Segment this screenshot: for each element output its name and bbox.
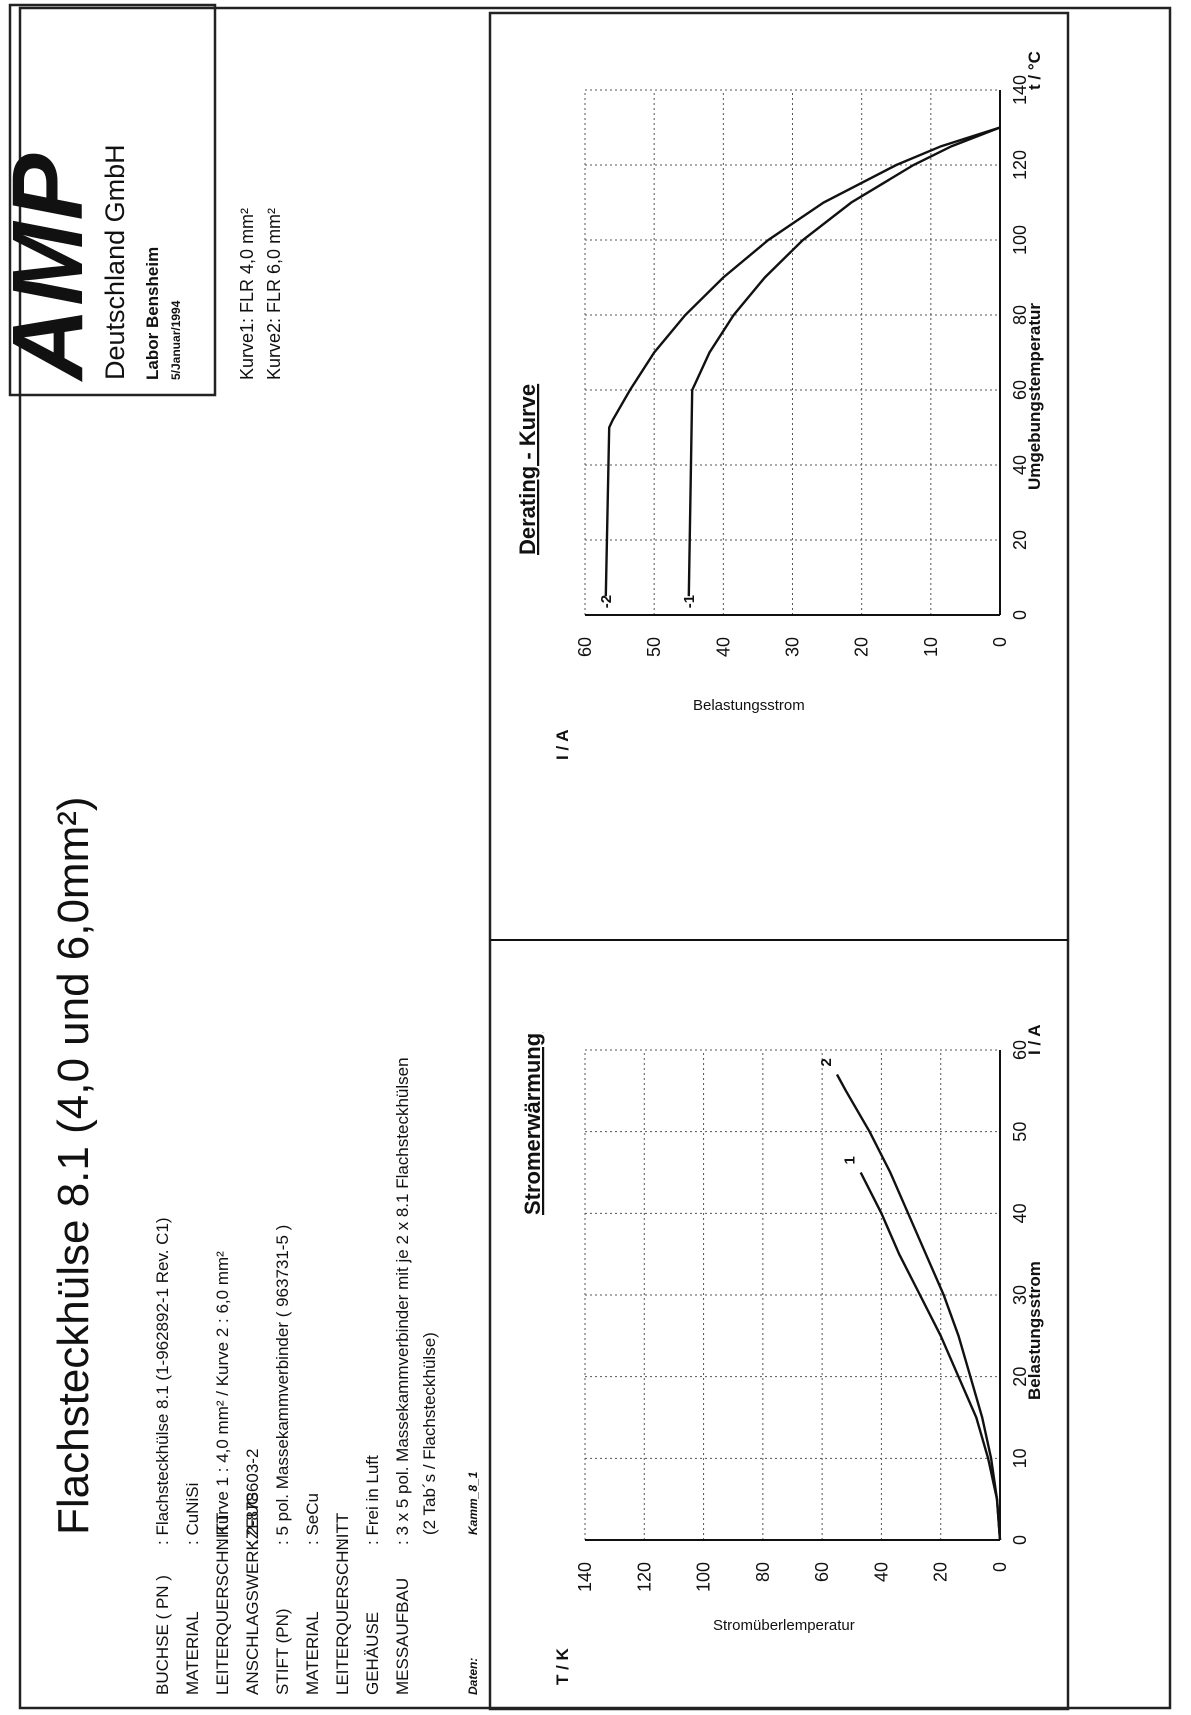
chart1-x-label: Belastungsstrom [1025, 1261, 1044, 1400]
y-tick-label: 100 [694, 1562, 714, 1592]
page-title: Flachsteckhülse 8.1 (4,0 und 6,0mm²) [49, 796, 98, 1535]
x-tick-label: 60 [1010, 1040, 1030, 1060]
spec-value: : 3 x 5 pol. Massekammverbinder mit je 2… [393, 1057, 412, 1545]
x-tick-label: 40 [1010, 455, 1030, 475]
y-tick-label: 80 [753, 1562, 773, 1582]
chart2-x-label: Umgebungstemperatur [1025, 303, 1044, 490]
y-tick-label: 20 [931, 1562, 951, 1582]
y-tick-label: 0 [990, 1562, 1010, 1572]
y-tick-label: 60 [812, 1562, 832, 1582]
spec-label: GEHÄUSE [363, 1612, 382, 1695]
chart2-y-unit: I / A [553, 729, 572, 760]
chart-stromerwaermung: Stromerwärmung T / K I / A Belastungsstr… [520, 1024, 1044, 1685]
x-tick-label: 30 [1010, 1285, 1030, 1305]
y-tick-label: 40 [871, 1562, 891, 1582]
spec-value: : [333, 1540, 352, 1545]
spec-value: : 2-878603-2 [243, 1449, 262, 1545]
chart1-y-label: Stromüberlemperatur [713, 1617, 855, 1634]
spec-labels: BUCHSE ( PN ) MATERIAL LEITERQUERSCHNITT AN… [153, 1492, 412, 1695]
spec-label: ANSCHLAGSWERKZEUG [243, 1492, 262, 1695]
y-tick-label: 50 [644, 637, 664, 657]
logo-text: AMP [0, 152, 104, 383]
spec-value-extra: (2 Tab´s / Flachsteckhülse) [420, 1332, 439, 1535]
charts-frame [488, 11, 1070, 1711]
report-date: 5/Januar/1994 [169, 300, 183, 380]
y-tick-label: 30 [783, 637, 803, 657]
y-tick-label: 10 [921, 637, 941, 657]
x-tick-label: 100 [1010, 225, 1030, 255]
y-tick-label: 0 [990, 637, 1010, 647]
chart-derating: Derating - Kurve I / A t / °C Umgebungst… [515, 51, 1044, 760]
spec-label: LEITERQUERSCHNITT [333, 1513, 352, 1695]
chart2-y-label: Belastungsstrom [693, 697, 805, 714]
page-frame [18, 6, 1172, 1710]
series-label-1: 1 [842, 1156, 859, 1164]
x-tick-label: 50 [1010, 1122, 1030, 1142]
amp-logo: AMP [0, 152, 104, 383]
spec-label: MESSAUFBAU [393, 1578, 412, 1695]
rotated-sheet: Flachsteckhülse 8.1 (4,0 und 6,0mm²) AMP… [0, 3, 1070, 1711]
x-tick-label: 120 [1010, 150, 1030, 180]
spec-values: : Flachsteckhülse 8.1 (1-962892-1 Rev. C… [153, 1057, 412, 1545]
spec-value: : SeCu [303, 1493, 322, 1545]
y-tick-label: 140 [575, 1562, 595, 1592]
y-tick-label: 20 [852, 637, 872, 657]
series-label-1: -1 [681, 595, 698, 608]
lab-name: Labor Bensheim [143, 247, 162, 380]
series-line-2 [835, 1073, 1002, 1541]
chart1-title: Stromerwärmung [520, 1033, 545, 1215]
chart2-title: Derating - Kurve [515, 384, 540, 555]
curve-legend-2: Kurve2: FLR 6,0 mm² [264, 208, 284, 380]
spec-label: MATERIAL [303, 1611, 322, 1695]
spec-value: : CuNiSi [183, 1483, 202, 1545]
y-tick-label: 120 [634, 1562, 654, 1592]
chart2-x-unit: t / °C [1025, 51, 1044, 90]
data-label: Daten: [466, 1658, 480, 1695]
spec-label: BUCHSE ( PN ) [153, 1575, 172, 1695]
chart1-x-unit: I / A [1025, 1024, 1044, 1055]
y-tick-label: 60 [575, 637, 595, 657]
x-tick-label: 40 [1010, 1203, 1030, 1223]
x-tick-label: 60 [1010, 380, 1030, 400]
spec-value: : 5 pol. Massekammverbinder ( 963731-5 ) [273, 1225, 292, 1545]
x-tick-label: 0 [1010, 1535, 1030, 1545]
curve-legend-1: Kurve1: FLR 4,0 mm² [237, 208, 257, 380]
y-tick-label: 40 [713, 637, 733, 657]
series-line-1 [687, 126, 1001, 597]
company-name: Deutschland GmbH [100, 144, 130, 380]
x-tick-label: 20 [1010, 1367, 1030, 1387]
x-tick-label: 0 [1010, 610, 1030, 620]
logo-box [8, 3, 217, 397]
spec-label: STIFT (PN) [273, 1608, 292, 1695]
chart1-y-unit: T / K [553, 1647, 572, 1685]
series-label-2: 2 [818, 1058, 835, 1066]
x-tick-label: 80 [1010, 305, 1030, 325]
spec-value: : Frei in Luft [363, 1455, 382, 1545]
data-value: Kamm_8_1 [466, 1471, 480, 1535]
spec-value: : Flachsteckhülse 8.1 (1-962892-1 Rev. C… [153, 1217, 172, 1545]
series-line-2 [604, 126, 1001, 597]
x-tick-label: 140 [1010, 75, 1030, 105]
series-label-2: -2 [598, 595, 615, 608]
series-line-1 [859, 1171, 1002, 1541]
spec-label: MATERIAL [183, 1611, 202, 1695]
x-tick-label: 20 [1010, 530, 1030, 550]
x-tick-label: 10 [1010, 1448, 1030, 1468]
spec-label: LEITERQUERSCHNITT [213, 1513, 232, 1695]
spec-value: : Kurve 1 : 4,0 mm² / Kurve 2 : 6,0 mm² [213, 1251, 232, 1545]
